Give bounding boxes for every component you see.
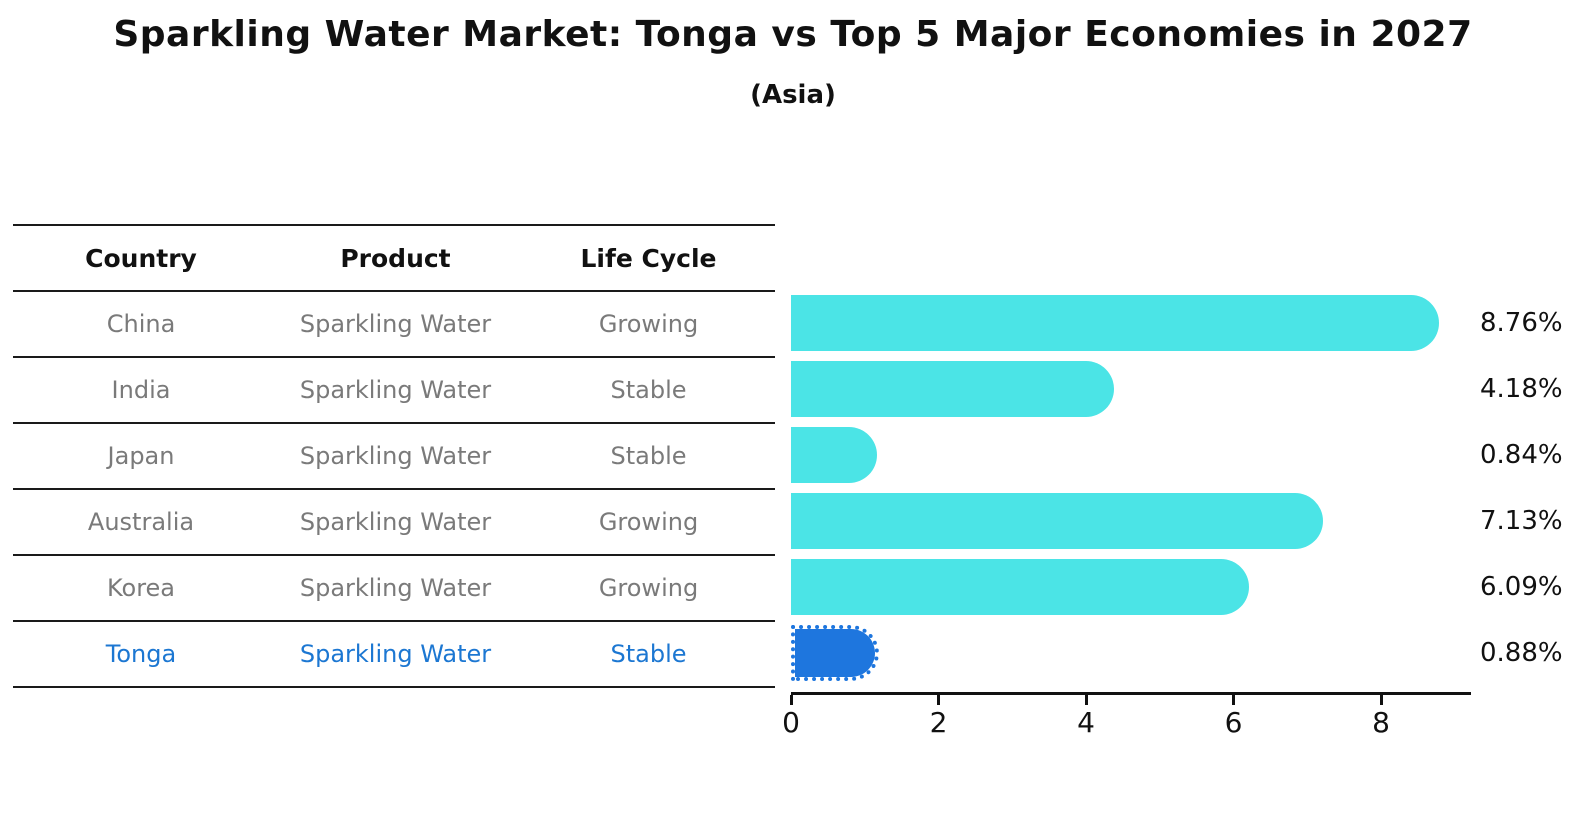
- column-header-product: Product: [340, 243, 451, 273]
- cell-country: Australia: [87, 508, 195, 536]
- bar-tonga: [791, 625, 879, 681]
- cell-country: India: [111, 376, 171, 404]
- cell-product: Sparkling Water: [299, 574, 492, 602]
- bar-india: [791, 361, 1114, 417]
- bar-value-label-korea: 6.09%: [1480, 572, 1563, 602]
- cell-life-cycle: Growing: [598, 574, 699, 602]
- cell-life-cycle: Stable: [610, 376, 687, 404]
- chart-title: Sparkling Water Market: Tonga vs Top 5 M…: [113, 14, 1473, 55]
- bar-value-label-japan: 0.84%: [1480, 440, 1563, 470]
- table-header-row: Country Product Life Cycle: [13, 226, 775, 292]
- x-axis-tick: [789, 695, 793, 705]
- cell-life-cycle: Stable: [610, 640, 687, 668]
- chart-subtitle: (Asia): [750, 80, 836, 110]
- bar-value-label-india: 4.18%: [1480, 374, 1563, 404]
- cell-product: Sparkling Water: [299, 640, 492, 668]
- bar-value-label-australia: 7.13%: [1480, 506, 1563, 536]
- x-axis-line: [791, 692, 1471, 695]
- country-table: Country Product Life Cycle China Sparkli…: [13, 224, 775, 688]
- cell-life-cycle: Stable: [610, 442, 687, 470]
- table-row-japan: Japan Sparkling Water Stable: [13, 424, 775, 490]
- column-header-country: Country: [85, 243, 197, 273]
- bar-australia: [791, 493, 1323, 549]
- x-axis-tick: [1084, 695, 1088, 705]
- cell-life-cycle: Growing: [598, 508, 699, 536]
- table-row-india: India Sparkling Water Stable: [13, 358, 775, 424]
- bar-value-label-tonga: 0.88%: [1480, 638, 1563, 668]
- table-row-tonga: Tonga Sparkling Water Stable: [13, 622, 775, 688]
- table-row-australia: Australia Sparkling Water Growing: [13, 490, 775, 556]
- bar-china: [791, 295, 1439, 351]
- x-axis-tick-label: 8: [1372, 706, 1390, 739]
- table-row-china: China Sparkling Water Growing: [13, 292, 775, 358]
- cell-product: Sparkling Water: [299, 442, 492, 470]
- bar-korea: [791, 559, 1249, 615]
- x-axis-tick-label: 4: [1077, 706, 1095, 739]
- cell-product: Sparkling Water: [299, 376, 492, 404]
- cell-product: Sparkling Water: [299, 310, 492, 338]
- cell-life-cycle: Growing: [598, 310, 699, 338]
- x-axis-tick-label: 0: [782, 706, 800, 739]
- cell-product: Sparkling Water: [299, 508, 492, 536]
- cell-country: China: [106, 310, 176, 338]
- x-axis-tick-label: 6: [1224, 706, 1243, 739]
- x-axis-tick-label: 2: [929, 706, 948, 739]
- cell-country: Japan: [107, 442, 175, 470]
- x-axis-tick: [1232, 695, 1235, 705]
- cell-country: Korea: [106, 574, 176, 602]
- table-row-korea: Korea Sparkling Water Growing: [13, 556, 775, 622]
- bar-japan: [791, 427, 877, 483]
- x-axis-tick: [937, 695, 940, 705]
- column-header-life-cycle: Life Cycle: [580, 243, 717, 273]
- cell-country: Tonga: [105, 640, 177, 668]
- bar-value-label-china: 8.76%: [1480, 308, 1563, 338]
- x-axis-tick: [1379, 695, 1383, 705]
